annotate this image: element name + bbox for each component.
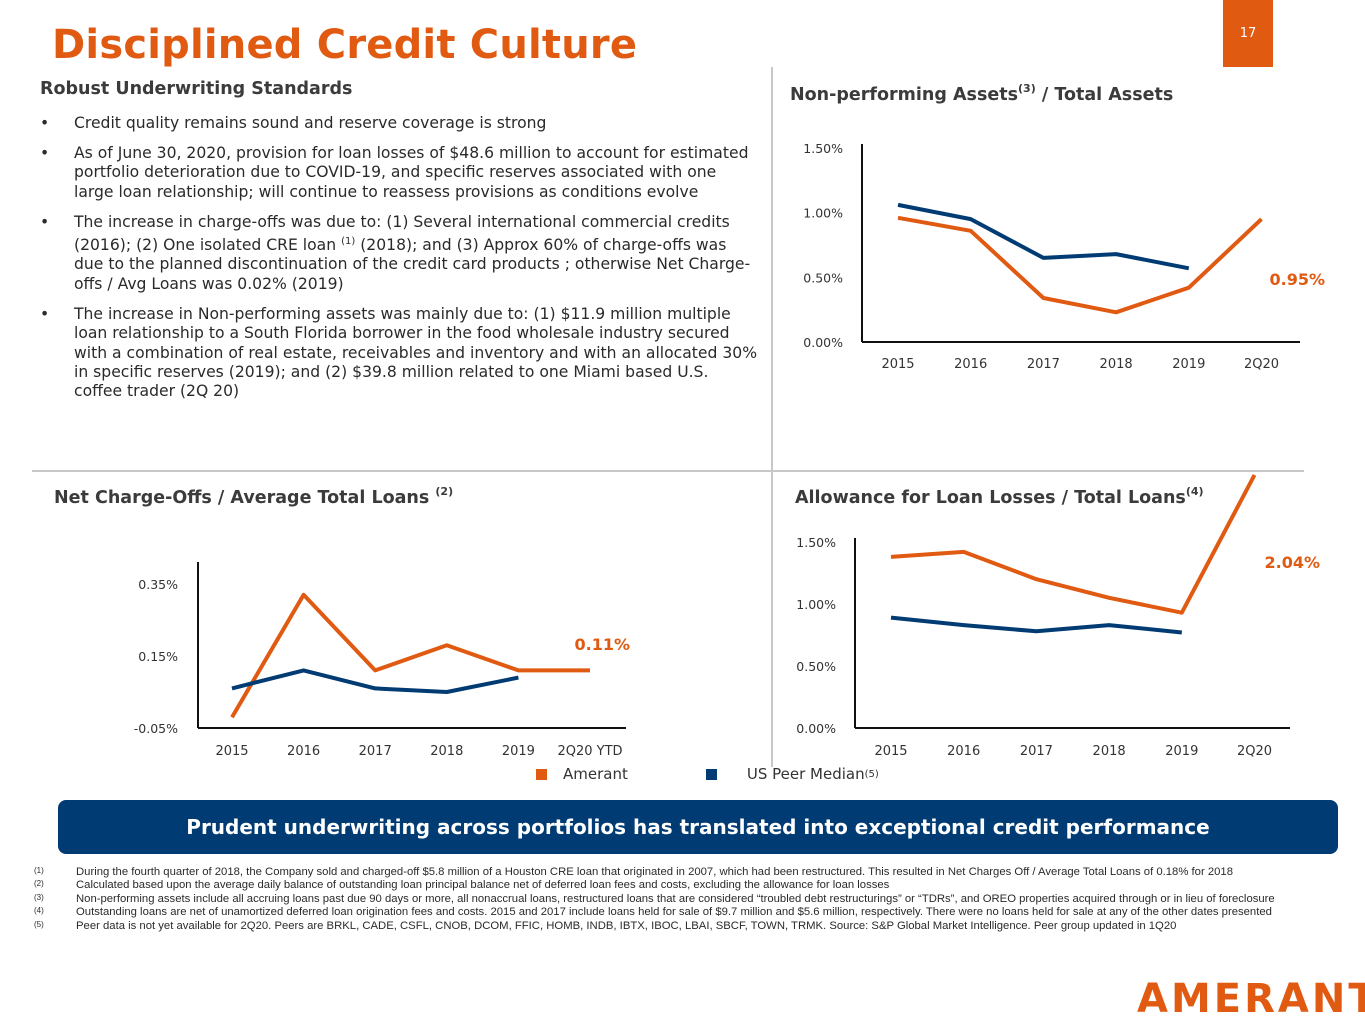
allowance-chart-title: Allowance for Loan Losses / Total Loans(… (795, 485, 1204, 508)
x-tick-label: 2017 (1020, 744, 1053, 759)
bullet-text: Credit quality remains sound and reserve… (74, 114, 547, 132)
bullet-list: • Credit quality remains sound and reser… (40, 114, 760, 412)
series-line-us-peer-median (897, 202, 1190, 271)
footnote-ref: (5) (864, 768, 879, 780)
x-tick-label: 2019 (1165, 744, 1198, 759)
footnotes: (1) During the fourth quarter of 2018, th… (34, 866, 1334, 933)
y-tick-label: -0.05% (134, 721, 178, 736)
bullet-text: The increase in charge-offs was due to: … (74, 213, 760, 295)
footnote: (4) Outstanding loans are net of unamorti… (34, 906, 1334, 919)
y-tick-label: 0.00% (803, 335, 843, 350)
nco-title-text: Net Charge-Offs / Average Total Loans (54, 488, 430, 508)
bullet-glyph: • (40, 304, 50, 323)
x-tick-label: 2018 (1093, 744, 1126, 759)
legend-label-amerant: Amerant (563, 765, 628, 783)
y-tick-label: 1.50% (796, 535, 836, 550)
page-number: 17 (1223, 0, 1273, 67)
y-tick-label: 0.00% (796, 721, 836, 736)
y-tick-label: 0.50% (803, 270, 843, 285)
footnote: (2) Calculated based upon the average dai… (34, 879, 1334, 892)
summary-banner: Prudent underwriting across portfolios h… (58, 800, 1338, 854)
vertical-divider (771, 67, 773, 767)
series-line-amerant (897, 215, 1263, 315)
page-title: Disciplined Credit Culture (52, 22, 638, 68)
x-tick-label: 2019 (1172, 357, 1205, 372)
x-tick-label: 2017 (359, 744, 392, 759)
footnote-ref: (4) (1185, 485, 1204, 498)
legend-swatch-peer (705, 768, 717, 780)
footnote-ref: (2) (435, 485, 454, 498)
callout-value: 0.95% (1269, 270, 1325, 289)
bullet-glyph: • (40, 114, 50, 132)
y-tick-label: 1.00% (796, 597, 836, 612)
bullet-item: • As of June 30, 2020, provision for loa… (40, 144, 760, 202)
legend-swatch-amerant (536, 768, 547, 780)
underwriting-section-title: Robust Underwriting Standards (40, 79, 353, 99)
legend-label-peer: US Peer Median (746, 765, 865, 783)
allowance-title-text: Allowance for Loan Losses / Total Loans (795, 488, 1186, 508)
x-tick-label: 2016 (947, 744, 980, 759)
x-tick-label: 2015 (215, 744, 248, 759)
footnote: (3) Non-performing assets include all acc… (34, 893, 1334, 906)
horizontal-divider (32, 470, 1304, 472)
footnote-text: Calculated based upon the average daily … (76, 879, 890, 892)
allowance-chart: 1.50% 1.00% 0.50% 0.00% 2015 2016 2017 2018 2019… (796, 474, 1320, 759)
bullet-text-part: (2018); and (3) Approx 60% of charge-off… (74, 236, 751, 293)
bullet-glyph: • (40, 143, 50, 162)
x-tick-label: 2015 (874, 744, 907, 759)
npa-chart-title: Non-performing Assets(3) / Total Assets (790, 82, 1173, 105)
footnote: (1) During the fourth quarter of 2018, th… (34, 866, 1334, 879)
x-tick-label: 2018 (430, 744, 463, 759)
x-tick-label: 2019 (502, 744, 535, 759)
bullet-item: • The increase in charge-offs was due to… (40, 213, 760, 295)
footnote-text: Outstanding loans are net of unamortized… (76, 906, 1272, 919)
footnote-text: Non-performing assets include all accrui… (76, 892, 1275, 905)
callout-value: 2.04% (1264, 553, 1320, 572)
y-tick-label: 0.50% (796, 659, 836, 674)
amerant-logo: AMERANT (1137, 976, 1365, 1022)
series-line-us-peer-median (231, 668, 519, 694)
bullet-text: As of June 30, 2020, provision for loan … (74, 143, 749, 201)
x-tick-label: 2Q20 (1237, 744, 1272, 759)
x-tick-label: 2016 (954, 357, 987, 372)
footnote-ref: (1) (341, 236, 356, 248)
bullet-item: • Credit quality remains sound and reser… (40, 114, 760, 133)
bullet-glyph: • (40, 212, 50, 231)
y-tick-label: 1.00% (803, 206, 843, 221)
callout-value: 0.11% (574, 635, 630, 654)
footnote-text: During the fourth quarter of 2018, the C… (76, 866, 1233, 878)
series-line-us-peer-median (890, 615, 1183, 635)
footnote-number: (2) (34, 879, 44, 889)
npa-title-text: Non-performing Assets (790, 85, 1019, 105)
x-tick-label: 2015 (881, 357, 914, 372)
x-tick-label: 2016 (287, 744, 320, 759)
footnote-number: (3) (34, 892, 44, 902)
legend-item-peer: US Peer Median (5) (705, 765, 879, 783)
npa-title-suffix: / Total Assets (1035, 85, 1174, 105)
series-line-amerant (890, 474, 1257, 615)
chart-legend: Amerant US Peer Median (5) (536, 765, 879, 783)
footnote-ref: (3) (1018, 82, 1036, 95)
x-tick-label: 2Q20 (1244, 357, 1279, 372)
y-tick-label: 0.35% (138, 577, 178, 592)
footnote-number: (4) (34, 906, 44, 916)
net-charge-offs-chart: 0.35% 0.15% -0.05% 2015 2016 2017 2018 2019 2Q20… (134, 562, 630, 759)
footnote: (5) Peer data is not yet available for 2Q… (34, 920, 1334, 933)
series-line-amerant (230, 592, 590, 719)
y-tick-label: 0.15% (138, 649, 178, 664)
npa-chart: 1.50% 1.00% 0.50% 0.00% 2015 2016 2017 2018 2019… (803, 141, 1325, 372)
footnote-number: (1) (34, 866, 44, 875)
x-tick-label: 2Q20 YTD (557, 744, 622, 759)
y-tick-label: 1.50% (803, 141, 843, 156)
bullet-item: • The increase in Non-performing assets … (40, 305, 760, 402)
x-tick-label: 2018 (1100, 357, 1133, 372)
x-tick-label: 2017 (1027, 357, 1060, 372)
bullet-text-part: The increase in charge-offs was due to: … (74, 212, 730, 255)
nco-chart-title: Net Charge-Offs / Average Total Loans (2… (54, 485, 453, 508)
bullet-text: The increase in Non-performing assets wa… (74, 304, 758, 401)
legend-item-amerant: Amerant (536, 765, 628, 783)
footnote-text: Peer data is not yet available for 2Q20.… (76, 919, 1177, 932)
footnote-number: (5) (34, 919, 44, 929)
